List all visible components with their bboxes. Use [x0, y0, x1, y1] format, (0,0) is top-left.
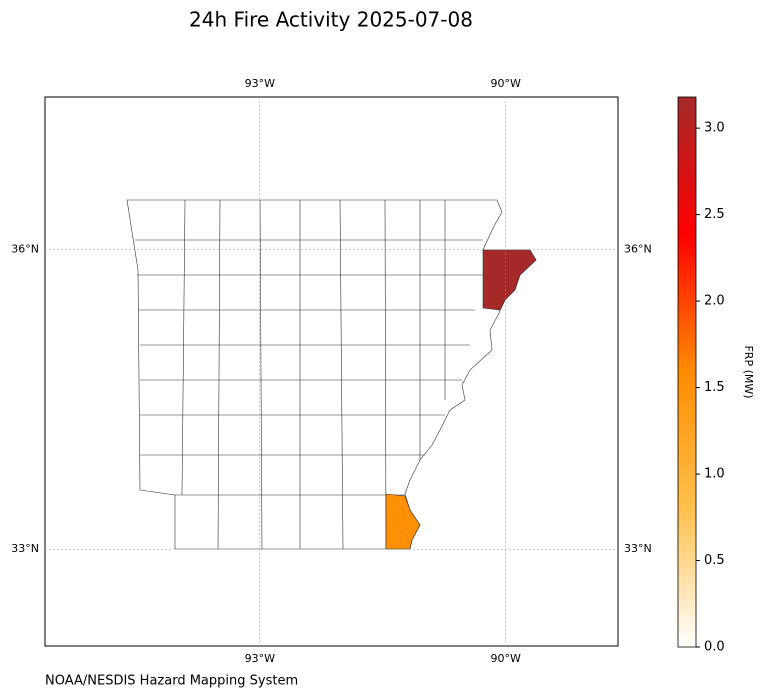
- county-lines: [135, 199, 483, 550]
- lat-label: 33°N: [624, 542, 652, 555]
- lon-label: 90°W: [491, 652, 521, 665]
- colorbar-tick-label: 2.0: [704, 294, 725, 309]
- map-title: 24h Fire Activity 2025-07-08: [189, 8, 473, 32]
- lat-label: 33°N: [11, 542, 39, 555]
- fire-region: [482, 249, 537, 311]
- colorbar-tick-label: 1.5: [704, 380, 725, 395]
- lon-label: 93°W: [245, 77, 275, 90]
- colorbar-tick-label: 1.0: [704, 467, 725, 482]
- lon-label: 93°W: [245, 652, 275, 665]
- colorbar-tick-label: 3.0: [704, 121, 725, 136]
- colorbar-tick-label: 0.5: [704, 553, 725, 568]
- colorbar-tick-label: 2.5: [704, 207, 725, 222]
- lat-label: 36°N: [624, 243, 652, 256]
- map-frame: [44, 96, 619, 647]
- lon-label: 90°W: [491, 77, 521, 90]
- colorbar: [677, 96, 697, 648]
- source-note: NOAA/NESDIS Hazard Mapping System: [45, 674, 298, 689]
- lat-label: 36°N: [11, 243, 39, 256]
- colorbar-label: FRP (MW): [742, 345, 755, 398]
- colorbar-tick-label: 0.0: [704, 640, 725, 655]
